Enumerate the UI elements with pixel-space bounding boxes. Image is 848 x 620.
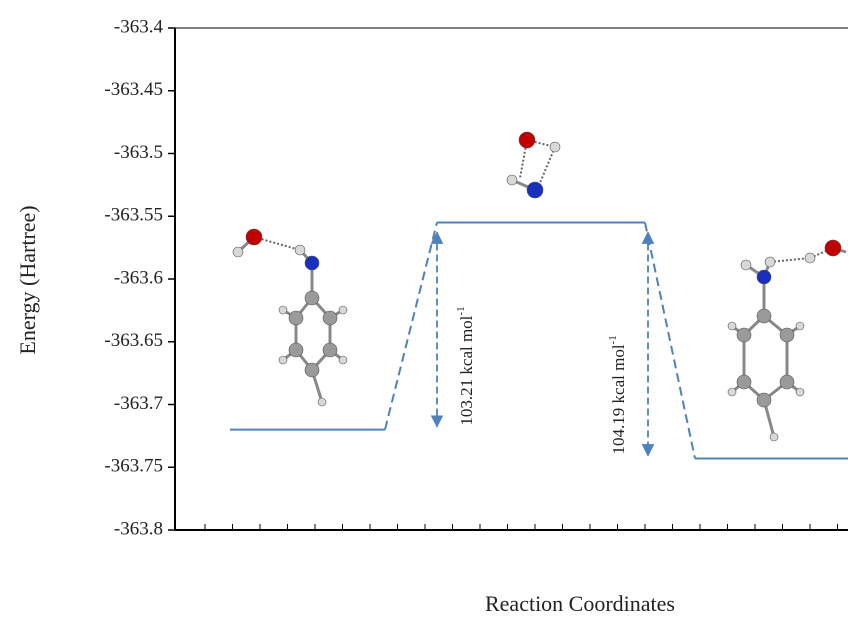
connector — [645, 223, 695, 459]
atom — [305, 363, 319, 377]
annotation-text: 104.19 kcal mol — [609, 344, 628, 454]
atom — [507, 175, 517, 185]
atom — [780, 375, 794, 389]
atom — [323, 311, 337, 325]
atom — [323, 343, 337, 357]
y-tick-label: -363.8 — [114, 518, 163, 539]
y-tick-label: -363.4 — [114, 16, 164, 37]
barrier-annotation: 104.19 kcal mol-1 — [607, 335, 628, 454]
atom — [737, 375, 751, 389]
y-axis-label: Energy (Hartree) — [15, 205, 40, 354]
atom — [770, 433, 778, 441]
h-bond — [770, 258, 810, 262]
atom — [741, 260, 751, 270]
atom — [796, 388, 804, 396]
atom — [728, 322, 736, 330]
x-axis-label: Reaction Coordinates — [485, 591, 675, 616]
atom — [757, 270, 771, 284]
atom — [527, 182, 543, 198]
atom — [796, 322, 804, 330]
atom — [728, 388, 736, 396]
atom — [305, 291, 319, 305]
y-tick-label: -363.6 — [114, 267, 163, 288]
chart: Energy (Hartree) Reaction Coordinates -3… — [0, 0, 848, 620]
atom — [233, 247, 243, 257]
annotation-text: 103.21 kcal mol — [457, 315, 476, 425]
atom — [757, 393, 771, 407]
atom — [279, 356, 287, 364]
y-tick-label: -363.55 — [104, 205, 163, 226]
atom — [305, 256, 319, 270]
atom — [295, 245, 305, 255]
atom — [289, 311, 303, 325]
atom — [757, 309, 771, 323]
atom — [339, 356, 347, 364]
connector — [385, 223, 437, 430]
y-tick-label: -363.75 — [104, 456, 163, 477]
y-tick-label: -363.65 — [104, 330, 163, 351]
atom — [279, 306, 287, 314]
y-tick-label: -363.7 — [114, 393, 163, 414]
atom — [550, 142, 560, 152]
y-tick-label: -363.45 — [104, 79, 163, 100]
atom — [765, 257, 775, 267]
y-tick-label: -363.5 — [114, 142, 163, 163]
atom — [825, 240, 841, 256]
annotation-superscript: -1 — [455, 306, 467, 315]
atom — [289, 343, 303, 357]
atom — [780, 328, 794, 342]
atom — [805, 253, 815, 263]
atom — [737, 328, 751, 342]
atom — [519, 132, 535, 148]
atom — [339, 306, 347, 314]
barrier-annotation: 103.21 kcal mol-1 — [455, 306, 476, 425]
atom — [246, 229, 262, 245]
atom — [318, 398, 326, 406]
annotation-superscript: -1 — [607, 335, 619, 344]
